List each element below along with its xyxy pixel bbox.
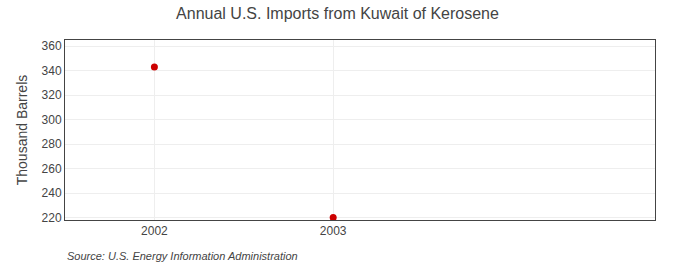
svg-text:300: 300 <box>42 113 62 127</box>
svg-text:Annual U.S. Imports from Kuwai: Annual U.S. Imports from Kuwait of Keros… <box>176 5 499 22</box>
svg-text:240: 240 <box>42 186 62 200</box>
svg-text:260: 260 <box>42 162 62 176</box>
svg-text:280: 280 <box>42 137 62 151</box>
svg-text:2003: 2003 <box>320 224 347 238</box>
svg-text:360: 360 <box>42 39 62 53</box>
svg-text:340: 340 <box>42 64 62 78</box>
svg-text:2002: 2002 <box>141 224 168 238</box>
svg-text:Source: U.S. Energy Informatio: Source: U.S. Energy Information Administ… <box>67 250 298 262</box>
svg-text:320: 320 <box>42 88 62 102</box>
svg-text:Thousand Barrels: Thousand Barrels <box>14 75 30 186</box>
svg-text:220: 220 <box>42 211 62 225</box>
